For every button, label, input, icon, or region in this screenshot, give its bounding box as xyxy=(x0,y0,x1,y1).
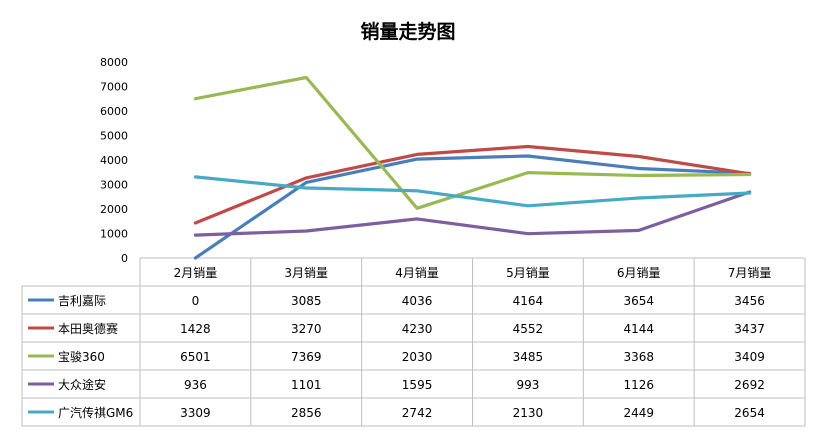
table-cell-value: 2742 xyxy=(402,406,433,420)
legend-series-name: 大众途安 xyxy=(58,377,106,392)
series-line xyxy=(193,75,752,210)
y-tick-label: 5000 xyxy=(100,130,128,143)
table-cell-value: 7369 xyxy=(291,350,322,364)
series-line xyxy=(193,190,752,237)
legend-series-name: 吉利嘉际 xyxy=(58,294,106,308)
table-cell-value: 2449 xyxy=(623,406,654,420)
y-tick-label: 0 xyxy=(121,252,128,265)
series-lines xyxy=(193,75,752,260)
table-cell-value: 3409 xyxy=(734,350,765,364)
table-cell-value: 2856 xyxy=(291,406,322,420)
table-cell-value: 3309 xyxy=(180,406,211,420)
table-cell-value: 4552 xyxy=(513,322,544,336)
table-cell-value: 993 xyxy=(516,378,539,392)
table-cell-value: 936 xyxy=(184,378,207,392)
series-line xyxy=(193,154,752,260)
y-tick-label: 7000 xyxy=(100,81,128,94)
x-category-label: 5月销量 xyxy=(506,266,550,280)
x-category-label: 2月销量 xyxy=(174,266,218,280)
table-cell-value: 1126 xyxy=(623,378,654,392)
table-cell-value: 1595 xyxy=(402,378,433,392)
chart-title: 销量走势图 xyxy=(360,20,455,43)
legend-series-name: 本田奥德赛 xyxy=(58,321,118,336)
table-cell-value: 4164 xyxy=(513,294,544,308)
table-cell-value: 2130 xyxy=(513,406,544,420)
table-cell-value: 4230 xyxy=(402,322,433,336)
table-cell-value: 2030 xyxy=(402,350,433,364)
y-tick-label: 8000 xyxy=(100,56,128,69)
x-category-label: 6月销量 xyxy=(617,266,661,280)
table-cell-value: 3085 xyxy=(291,294,322,308)
y-tick-label: 2000 xyxy=(100,203,128,216)
table-cell-value: 3485 xyxy=(513,350,544,364)
y-tick-label: 4000 xyxy=(100,154,128,167)
y-tick-label: 1000 xyxy=(100,228,128,241)
series-line xyxy=(193,175,752,208)
table-cell-value: 3270 xyxy=(291,322,322,336)
table-cell-value: 1101 xyxy=(291,378,322,392)
table-cell-value: 3456 xyxy=(734,294,765,308)
table-cell-value: 2654 xyxy=(734,406,765,420)
table-cell-value: 4036 xyxy=(402,294,433,308)
table-cell-value: 1428 xyxy=(180,322,211,336)
table-cell-value: 3368 xyxy=(623,350,654,364)
y-tick-label: 6000 xyxy=(100,105,128,118)
y-tick-label: 3000 xyxy=(100,179,128,192)
y-axis: 0 1000 2000 3000 4000 5000 6000 7000 8000 xyxy=(100,56,128,265)
x-category-label: 4月销量 xyxy=(395,266,439,280)
x-category-label: 7月销量 xyxy=(728,266,772,280)
table-cell-value: 0 xyxy=(192,294,200,308)
x-category-label: 3月销量 xyxy=(284,266,328,280)
legend-series-name: 宝骏360 xyxy=(58,350,105,364)
table-cell-value: 2692 xyxy=(734,378,765,392)
legend-series-name: 广汽传祺GM6 xyxy=(58,405,133,420)
table-cell-value: 3437 xyxy=(734,322,765,336)
table-cell-value: 4144 xyxy=(623,322,654,336)
table-cell-value: 6501 xyxy=(180,350,211,364)
table-cell-value: 3654 xyxy=(623,294,654,308)
